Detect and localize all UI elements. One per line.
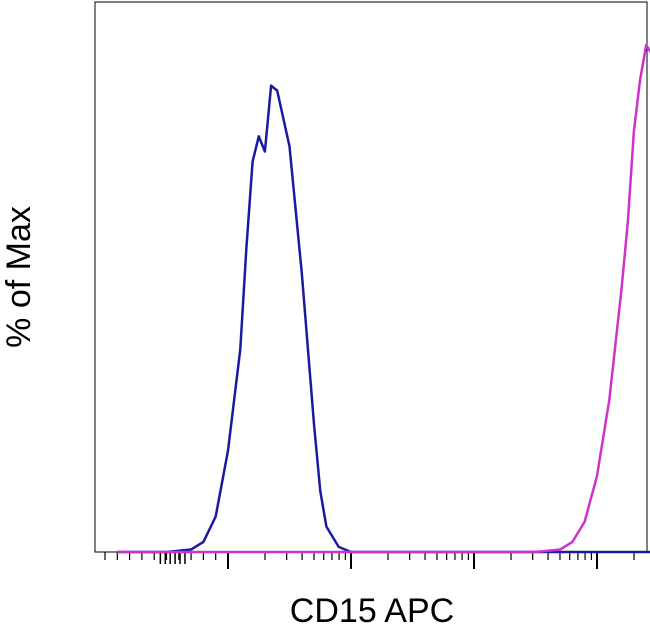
series-lines [117,43,650,554]
y-axis-label: % of Max [0,206,38,348]
series-line-2 [117,43,650,554]
plot-frame [94,1,648,553]
x-axis-label: CD15 APC [290,592,454,630]
series-line-1 [117,84,650,554]
x-axis-ticks [104,552,635,569]
